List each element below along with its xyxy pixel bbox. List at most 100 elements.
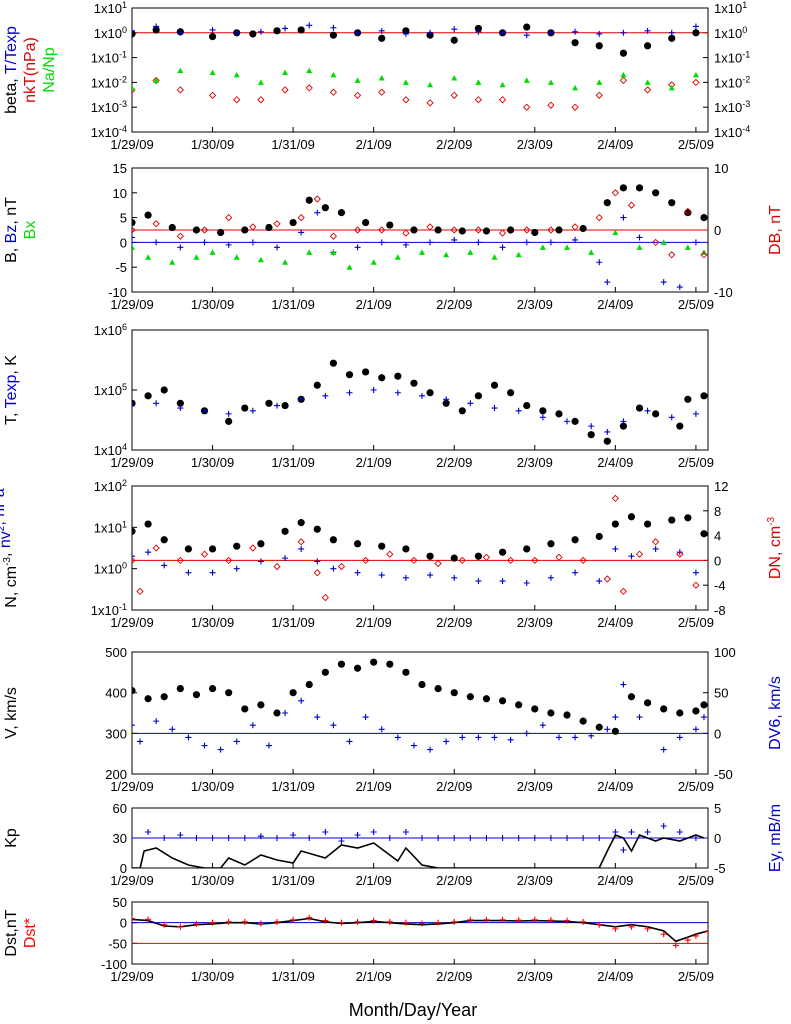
- x-tick-label: 2/2/09: [436, 615, 472, 630]
- data-point: [402, 27, 410, 35]
- data-point: [402, 829, 409, 835]
- data-point: [475, 578, 482, 585]
- data-point: [419, 249, 426, 255]
- data-point: [700, 251, 708, 259]
- data-point: [611, 520, 619, 528]
- data-point: [595, 213, 603, 222]
- y-tick-label: 15: [113, 161, 127, 176]
- data-point: [306, 835, 313, 841]
- y-tick-label: 1x10-3: [91, 99, 127, 115]
- y-right-tick-label: -5: [714, 861, 726, 876]
- x-tick-label: 2/5/09: [678, 137, 714, 152]
- data-point: [297, 26, 305, 34]
- data-point: [402, 79, 409, 85]
- data-point: [249, 722, 256, 729]
- x-tick-label: 2/4/09: [597, 873, 633, 888]
- data-point: [434, 559, 442, 568]
- series-layer: [132, 494, 708, 602]
- data-point: [402, 919, 409, 926]
- y-tick-label: 1x10-1: [91, 602, 127, 618]
- data-point: [596, 79, 603, 85]
- data-point: [572, 236, 579, 243]
- data-point: [507, 389, 515, 397]
- x-tick-label: 2/3/09: [517, 873, 553, 888]
- plot-frame: [131, 329, 709, 451]
- data-point: [547, 540, 555, 548]
- data-point: [692, 71, 699, 78]
- data-point: [161, 562, 168, 569]
- x-tick-label: 2/4/09: [597, 779, 633, 794]
- left-axis-label: Dst,nT: [3, 909, 20, 956]
- data-point: [547, 101, 555, 109]
- data-point: [571, 223, 579, 231]
- data-point: [531, 228, 539, 237]
- data-point: [217, 746, 224, 753]
- data-point: [177, 832, 184, 838]
- data-point: [547, 79, 554, 85]
- data-point: [474, 226, 483, 234]
- data-point: [313, 569, 321, 577]
- data-point: [418, 680, 426, 689]
- data-point: [692, 23, 699, 30]
- data-point: [274, 402, 281, 409]
- data-point: [475, 239, 482, 246]
- data-point: [378, 239, 385, 246]
- data-point: [330, 24, 337, 31]
- data-point: [547, 917, 554, 924]
- data-point: [322, 392, 329, 399]
- data-point: [523, 23, 531, 31]
- data-point: [579, 224, 587, 233]
- data-point: [515, 701, 523, 709]
- data-point: [233, 738, 240, 745]
- data-point: [209, 569, 216, 576]
- data-point: [523, 239, 530, 246]
- data-point: [394, 734, 401, 741]
- x-tick-label: 1/29/09: [110, 297, 153, 312]
- data-point: [298, 229, 305, 236]
- data-point: [193, 920, 200, 927]
- data-point: [547, 226, 555, 234]
- plot-frame: [131, 485, 709, 611]
- data-point: [572, 84, 579, 91]
- data-point: [660, 279, 667, 286]
- data-point: [152, 220, 160, 228]
- x-tick-label: 2/3/09: [517, 969, 553, 984]
- left-axis-label-2: Bx: [22, 221, 39, 240]
- data-point: [132, 915, 135, 922]
- y-tick-label: 1x10-2: [91, 74, 127, 90]
- data-point: [426, 99, 434, 107]
- data-point: [353, 91, 362, 100]
- data-point: [450, 689, 458, 697]
- data-point: [435, 919, 442, 926]
- data-point: [668, 84, 675, 91]
- data-point: [249, 239, 256, 246]
- data-point: [451, 918, 458, 925]
- y-right-tick-label: 0: [714, 553, 721, 568]
- data-point: [305, 196, 313, 204]
- data-point: [132, 556, 136, 565]
- data-point: [539, 722, 546, 729]
- data-point: [555, 553, 563, 561]
- data-point: [523, 401, 531, 410]
- x-tick-label: 2/1/09: [356, 455, 392, 470]
- data-point: [345, 371, 354, 379]
- data-point: [274, 918, 281, 925]
- data-point: [329, 359, 337, 367]
- x-tick-label: 2/4/09: [597, 615, 633, 630]
- data-point: [692, 726, 699, 733]
- data-point: [153, 400, 160, 407]
- data-point: [153, 23, 160, 30]
- data-point: [145, 829, 152, 835]
- data-point: [144, 695, 152, 703]
- data-point: [193, 254, 200, 260]
- data-point: [394, 372, 402, 380]
- data-point: [176, 399, 184, 407]
- y-right-tick-label: 8: [714, 504, 721, 519]
- right-axis-label: Ey, mB/m: [767, 804, 784, 872]
- data-point: [692, 581, 700, 589]
- data-point: [506, 556, 515, 565]
- data-point: [305, 680, 313, 689]
- data-point: [595, 91, 603, 100]
- data-point: [176, 685, 184, 693]
- data-point: [619, 76, 628, 85]
